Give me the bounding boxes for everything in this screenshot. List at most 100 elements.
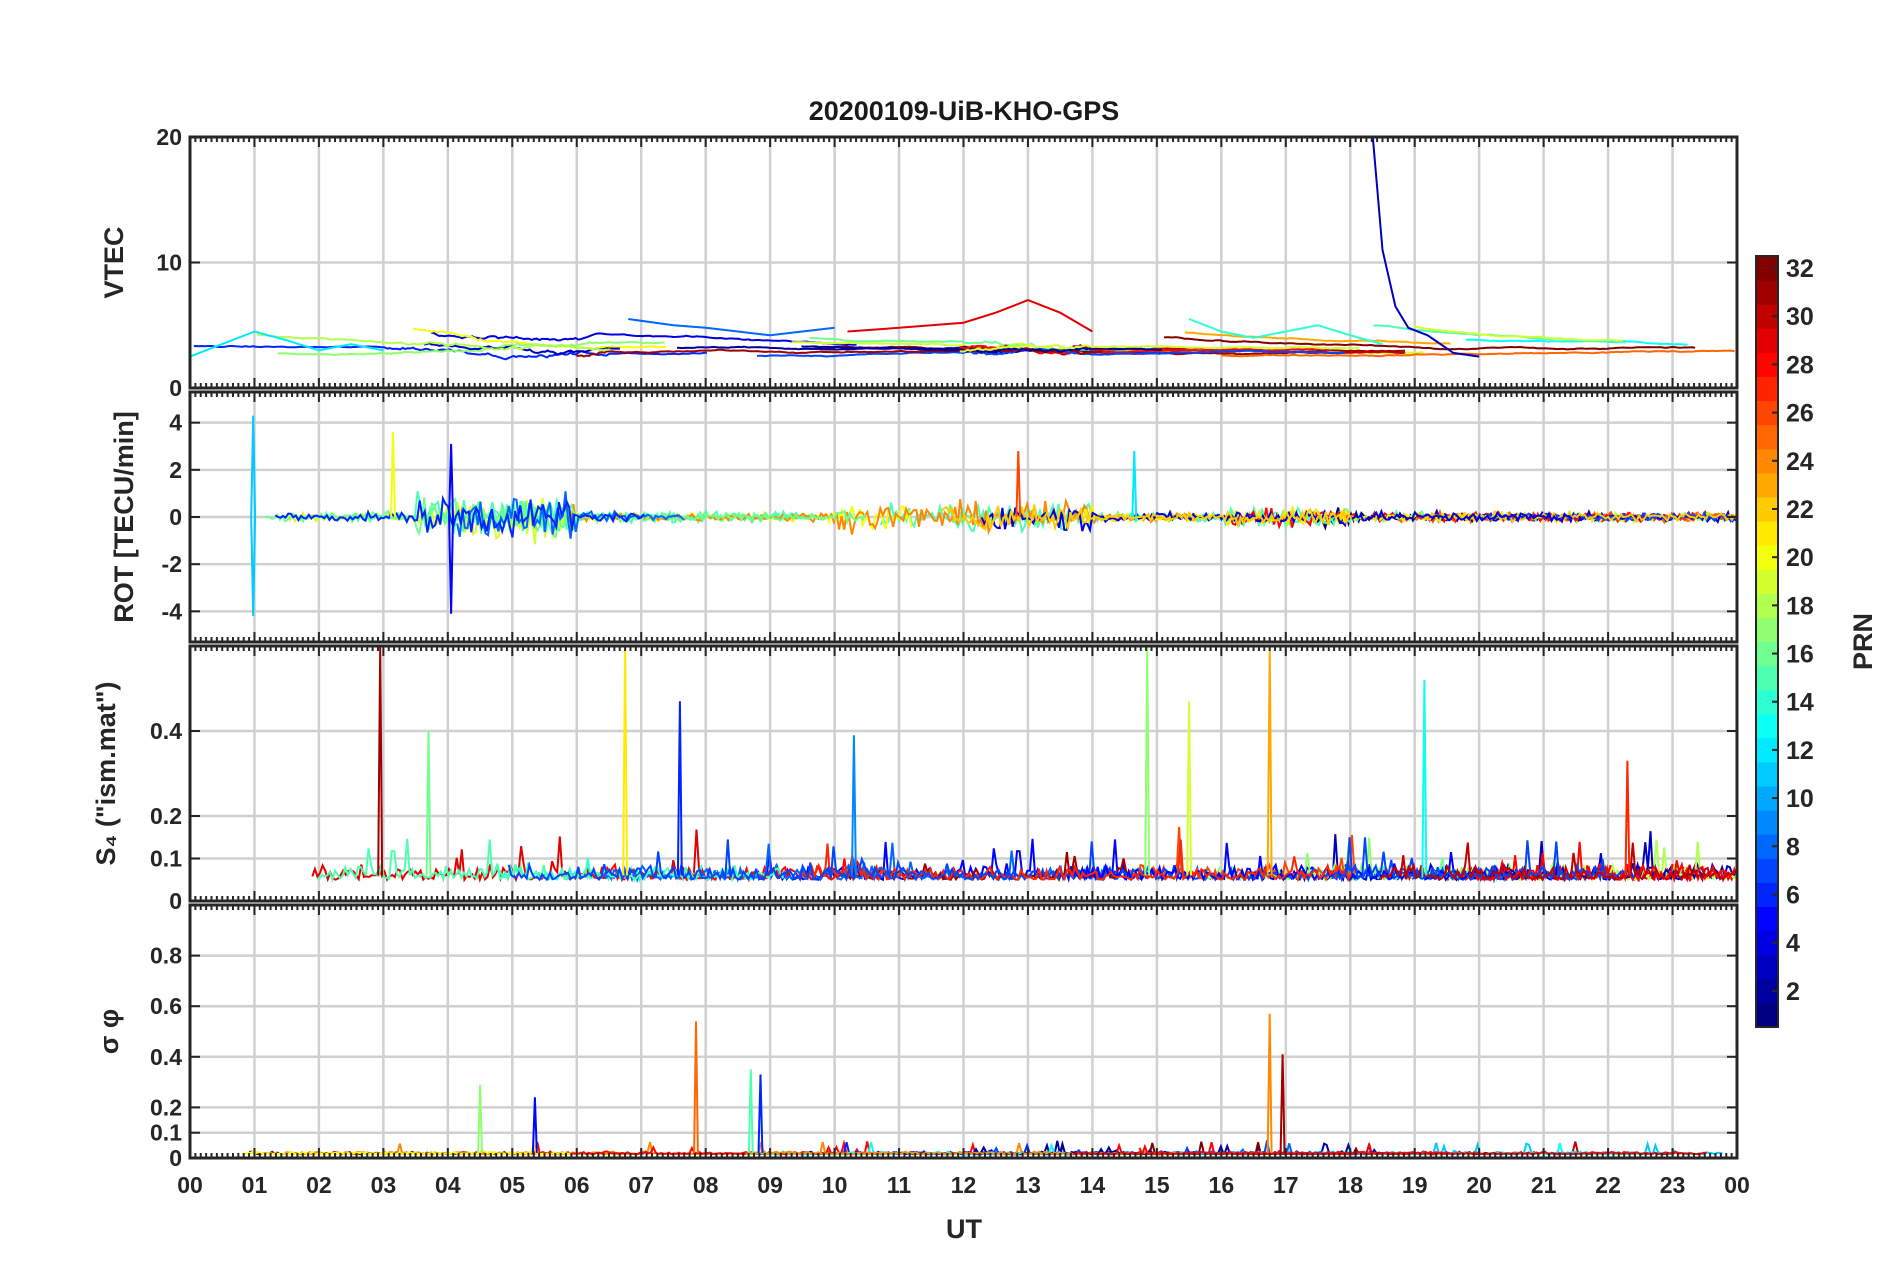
x-tick-label: 18 [1337,1172,1363,1198]
x-tick-label: 06 [564,1172,590,1198]
colorbar-segment [1756,641,1778,667]
x-tick-label: 00 [1724,1172,1750,1198]
colorbar-segment [1756,328,1778,353]
x-tick-label: 15 [1144,1172,1170,1198]
trace-prn-4 [980,507,1573,534]
data-traces [190,137,1735,361]
trace-prn-27 [800,839,1352,883]
peak-prn-21 [622,646,628,876]
x-tick-label: 03 [371,1172,397,1198]
series-prn-8 [628,318,835,337]
y-tick-label: 0 [169,888,182,914]
colorbar-tick-label: 32 [1786,255,1814,283]
peak-prn-5 [531,1097,538,1153]
y-tick-label: -4 [162,598,183,624]
x-tick-label: 13 [1015,1172,1041,1198]
colorbar-tick-label: 12 [1786,737,1814,765]
x-tick-label: 08 [693,1172,719,1198]
y-axis-label: ROT [TECU/min] [109,411,139,622]
colorbar-segment [1756,304,1778,329]
trace-prn-25 [1221,349,1735,358]
trace-prn-13 [1465,338,1688,346]
colorbar-segment [1756,352,1778,377]
peak-prn-5 [448,516,454,614]
trace-prn-7 [507,839,1018,882]
y-tick-label: 0.4 [150,1044,182,1070]
peak-prn-5 [448,443,454,518]
x-axis: 00 01 02 03 04 05 06 07 08 09 10 11 12 13 14 15 16 17 18 19… [177,1172,1750,1198]
colorbar-tick-label: 20 [1786,544,1814,572]
colorbar-tick-label: 22 [1786,496,1814,524]
y-tick-label: 0.2 [150,1094,182,1120]
x-tick-label: 22 [1595,1172,1621,1198]
colorbar-frame [1755,255,1779,1028]
panel-rot: -4 -2 0 2 4 ROT [TECU/min] [109,390,1739,644]
x-tick-label: 21 [1531,1172,1557,1198]
x-tick-label: 20 [1466,1172,1492,1198]
x-tick-label: 09 [757,1172,783,1198]
colorbar-segment [1756,834,1778,859]
colorbar-label: PRN [1848,613,1878,670]
trace-prn-23 [1184,331,1451,345]
colorbar-segment [1756,400,1778,426]
peak-prn-16 [425,730,432,876]
peak-prn-25 [693,1021,699,1153]
x-tick-label: 04 [435,1172,461,1198]
trace-prn-31 [576,348,1103,358]
colorbar-segment [1756,713,1778,739]
x-tick-label: 23 [1660,1172,1686,1198]
y-axis-label: σ φ [94,1009,124,1054]
colorbar-tick-label: 6 [1786,881,1800,909]
colorbar-segment [1756,737,1778,763]
data-traces [311,646,1737,884]
peak-prn-9 [851,735,857,876]
x-tick-label: 16 [1209,1172,1235,1198]
x-tick-label: 17 [1273,1172,1299,1198]
y-axis-label: S₄ ("ism.mat") [91,681,121,865]
colorbar-segment [1756,906,1778,932]
x-ticks [189,905,1738,1158]
y-tick-label: 0.1 [150,1120,182,1146]
peak-prn-19 [1186,701,1192,876]
colorbar-tick-label: 30 [1786,303,1814,331]
y-tick-label: 4 [169,410,182,436]
trace-prn-22 [1418,509,1737,524]
x-tick-label: 12 [951,1172,977,1198]
y-tick-label: 2 [169,457,182,483]
peak-prn-11 [250,516,257,617]
peak-prn-17 [477,1084,483,1153]
trace-prn-4 [431,331,857,346]
colorbar-segment [1756,810,1778,835]
colorbar-segment [1756,448,1778,474]
trace-prn-8 [600,842,938,884]
colorbar-segment [1756,424,1778,450]
trace-prn-7 [1331,841,1637,883]
x-tick-label: 14 [1080,1172,1106,1198]
x-tick-label: 10 [822,1172,848,1198]
peak-prn-15 [747,1069,754,1153]
y-tick-label: 0 [169,375,182,401]
y-tick-label: 0.8 [150,943,182,969]
y-tick-label: 0 [169,504,182,530]
x-ticks [189,137,1738,388]
peak-prn-26 [1015,450,1022,518]
peak-prn-23 [1266,646,1273,876]
y-axis-label: VTEC [99,226,129,298]
colorbar-tick-label: 2 [1786,978,1800,1006]
y-tick-label: -2 [162,551,182,577]
colorbar-tick-label: 24 [1786,448,1814,476]
colorbar-segment [1756,858,1778,883]
peak-prn-6 [757,1074,764,1153]
colorbar-segment [1756,761,1778,787]
y-tick-label: 0.4 [150,718,182,744]
data-traces [250,415,1737,617]
series-prn-12 [190,330,384,358]
colorbar-tick-label: 18 [1786,592,1814,620]
trace-prn-2 [676,345,1162,354]
x-tick-label: 07 [628,1172,654,1198]
colorbar-segment [1756,593,1778,618]
trace-prn-6 [193,344,707,361]
colorbar-segment [1756,617,1778,642]
